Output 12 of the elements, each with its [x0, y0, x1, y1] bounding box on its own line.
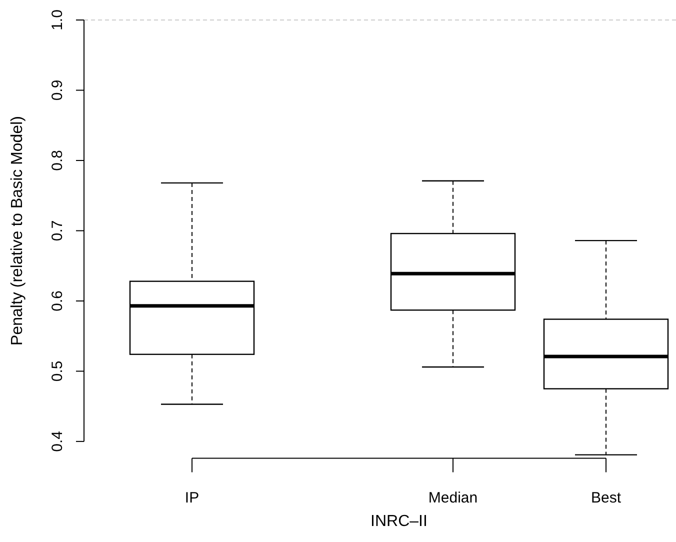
y-axis-title: Penalty (relative to Basic Model): [9, 116, 26, 346]
x-axis-title: INRC–II: [370, 513, 428, 530]
y-tick-label: 0.4: [49, 431, 66, 452]
y-tick-label: 0.5: [49, 360, 66, 382]
y-tick-label: 0.7: [49, 220, 66, 242]
x-tick-label: Best: [590, 489, 622, 506]
x-tick-label: IP: [184, 489, 200, 506]
y-tick-label: 0.6: [49, 290, 66, 312]
y-tick-label: 0.8: [49, 150, 66, 171]
x-tick-label: Median: [428, 489, 478, 506]
y-tick-label: 0.9: [49, 80, 66, 101]
y-tick-label: 1.0: [49, 10, 66, 30]
